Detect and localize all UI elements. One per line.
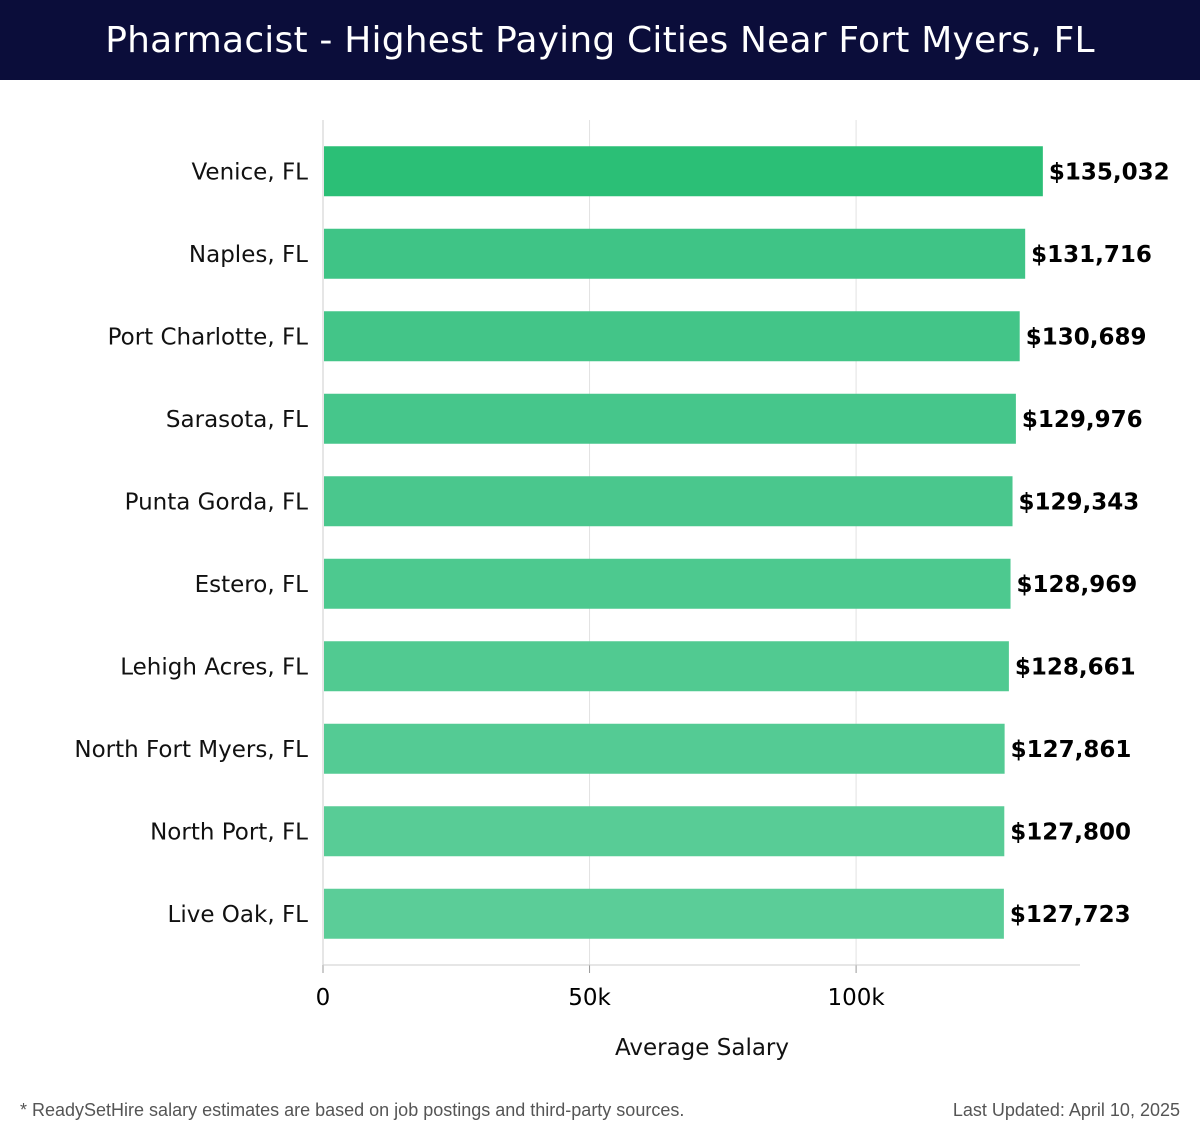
value-label: $129,343: [1019, 489, 1140, 515]
bar: [324, 888, 1004, 939]
bars: [324, 146, 1043, 939]
value-label: $129,976: [1022, 407, 1143, 433]
category-label: Sarasota, FL: [166, 407, 308, 433]
x-tick-label: 50k: [568, 985, 611, 1011]
value-label: $128,969: [1017, 572, 1138, 598]
bar: [324, 641, 1009, 692]
x-tick-label: 0: [316, 985, 331, 1011]
bar: [324, 806, 1005, 857]
footer-last-updated: Last Updated: April 10, 2025: [952, 1100, 1180, 1120]
category-label: North Port, FL: [150, 819, 308, 845]
category-label: Venice, FL: [191, 159, 308, 185]
value-label: $135,032: [1049, 159, 1170, 185]
x-tick-label: 100k: [827, 985, 885, 1011]
bar: [324, 393, 1016, 444]
bar: [324, 476, 1013, 527]
value-label: $127,861: [1011, 737, 1132, 763]
value-label: $131,716: [1031, 242, 1152, 268]
value-label: $127,800: [1010, 819, 1131, 845]
value-label: $128,661: [1015, 654, 1136, 680]
value-label: $130,689: [1026, 324, 1147, 350]
category-label: Naples, FL: [189, 242, 308, 268]
category-label: Lehigh Acres, FL: [120, 654, 308, 680]
bar: [324, 723, 1005, 774]
category-label: North Fort Myers, FL: [74, 737, 308, 763]
category-label: Live Oak, FL: [168, 902, 309, 928]
value-label: $127,723: [1010, 902, 1131, 928]
bar: [324, 146, 1043, 197]
bar: [324, 311, 1020, 362]
bar: [324, 558, 1011, 609]
chart-title: Pharmacist - Highest Paying Cities Near …: [105, 19, 1095, 61]
category-label: Punta Gorda, FL: [125, 489, 309, 515]
chart-header: Pharmacist - Highest Paying Cities Near …: [0, 0, 1200, 80]
category-label: Port Charlotte, FL: [108, 324, 309, 350]
footer-disclaimer: * ReadySetHire salary estimates are base…: [20, 1100, 685, 1120]
x-axis-title: Average Salary: [615, 1035, 789, 1061]
salary-bar-chart: 0 50k 100k Venice, FL $135,032 Naples, FL $131…: [74, 120, 1170, 1061]
category-label: Estero, FL: [195, 572, 309, 598]
labels: 0 50k 100k Venice, FL $135,032 Naples, FL $131…: [74, 159, 1169, 1011]
bar: [324, 228, 1026, 279]
